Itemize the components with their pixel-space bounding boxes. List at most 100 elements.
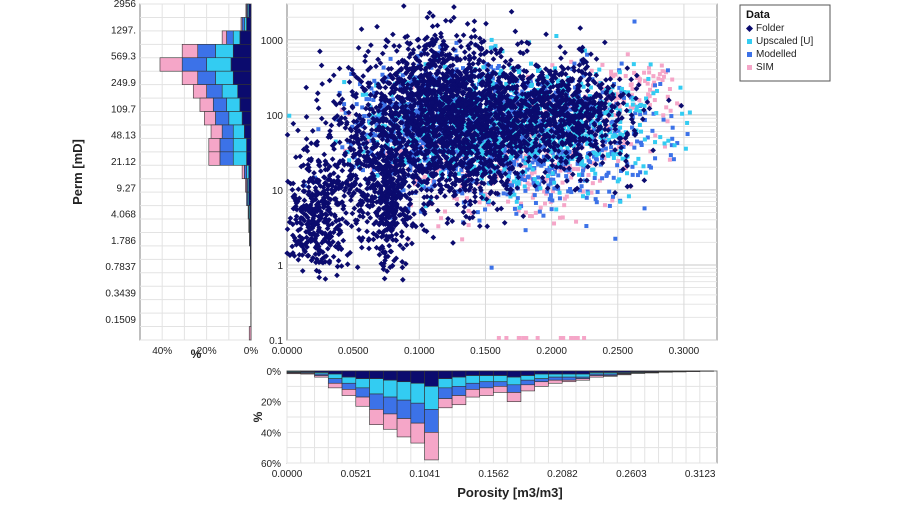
scatter-point (647, 70, 652, 75)
scatter-point (356, 164, 361, 169)
scatter-point (477, 200, 482, 205)
scatter-point (623, 158, 629, 164)
scatter-point (632, 132, 638, 138)
scatter-point (511, 82, 516, 87)
scatter-point (552, 120, 559, 126)
scatter-point (539, 136, 546, 143)
scatter-point (529, 171, 534, 176)
scatter-point (543, 110, 550, 117)
scatter-point (522, 184, 527, 189)
scatter-point (586, 116, 593, 123)
scatter-point (558, 145, 563, 150)
scatter-point (582, 48, 587, 53)
scatter-point (526, 174, 531, 179)
scatter-point (584, 87, 591, 94)
scatter-point (400, 73, 405, 78)
scatter-point (533, 158, 538, 163)
scatter-point (519, 169, 526, 175)
scatter-point (520, 95, 525, 100)
scatter-point (666, 138, 671, 143)
scatter-point (494, 167, 499, 172)
scatter-point (364, 132, 369, 137)
scatter-point (443, 83, 450, 90)
scatter-point (309, 128, 316, 134)
scatter-point (564, 168, 569, 173)
scatter-point (499, 130, 505, 137)
scatter-point (587, 71, 593, 78)
scatter-point (506, 79, 513, 86)
scatter-point (582, 65, 589, 72)
scatter-point (512, 28, 519, 35)
scatter-point (453, 160, 458, 165)
scatter-point (588, 102, 593, 107)
scatter-point (631, 62, 636, 67)
scatter-point (680, 111, 685, 116)
scatter-point (608, 130, 613, 135)
scatter-point (607, 189, 612, 194)
scatter-point (635, 104, 640, 109)
scatter-point (538, 75, 544, 82)
scatter-point (339, 167, 346, 174)
scatter-point (542, 189, 547, 194)
scatter-point (303, 84, 310, 91)
scatter-point (518, 142, 525, 148)
scatter-point (565, 129, 570, 134)
scatter-point (624, 163, 631, 169)
scatter-point (476, 67, 483, 74)
scatter-point (517, 69, 522, 74)
scatter-point (426, 72, 433, 79)
scatter-point (544, 168, 549, 173)
scatter-point (638, 140, 643, 145)
scatter-point (493, 44, 498, 49)
scatter-point (551, 177, 556, 182)
scatter-point (586, 129, 593, 136)
scatter-point (611, 152, 616, 157)
scatter-point (615, 101, 621, 107)
scatter-point (586, 112, 592, 119)
scatter-point (390, 146, 395, 151)
scatter-point (478, 96, 485, 103)
scatter-point (484, 90, 491, 97)
scatter-point (533, 104, 540, 110)
scatter-point (399, 103, 406, 110)
scatter-point (590, 78, 597, 84)
scatter-point (650, 147, 656, 154)
scatter-point (591, 120, 598, 127)
scatter-point (550, 137, 555, 142)
scatter-point (419, 110, 425, 116)
scatter-point (586, 173, 591, 178)
scatter-point (392, 71, 399, 77)
scatter-point (536, 148, 543, 155)
scatter-point (619, 89, 624, 94)
scatter-point (565, 100, 570, 105)
scatter-point (449, 92, 456, 98)
scatter-point (593, 72, 600, 79)
scatter-point (589, 134, 594, 139)
scatter-point (444, 166, 449, 171)
scatter-point (624, 65, 631, 71)
scatter-point (616, 128, 621, 133)
scatter-point (578, 97, 585, 104)
scatter-point (569, 171, 576, 178)
scatter-point (422, 84, 427, 89)
scatter-point (501, 219, 508, 226)
scatter-point (447, 63, 454, 70)
scatter-point (493, 89, 498, 94)
scatter-point (468, 99, 475, 105)
scatter-point (527, 182, 532, 187)
scatter-point (675, 141, 680, 146)
scatter-point (630, 97, 635, 102)
scatter-point (425, 155, 430, 160)
scatter-point (425, 143, 432, 150)
scatter-point (619, 168, 624, 173)
scatter-point (405, 160, 410, 165)
scatter-point (568, 107, 573, 112)
scatter-point (625, 171, 630, 176)
scatter-point (588, 85, 593, 90)
scatter-point (533, 200, 538, 205)
scatter-point (576, 114, 582, 121)
scatter-point (484, 67, 491, 74)
scatter-point (521, 85, 528, 91)
scatter-point (455, 77, 461, 84)
scatter-point (550, 92, 557, 99)
